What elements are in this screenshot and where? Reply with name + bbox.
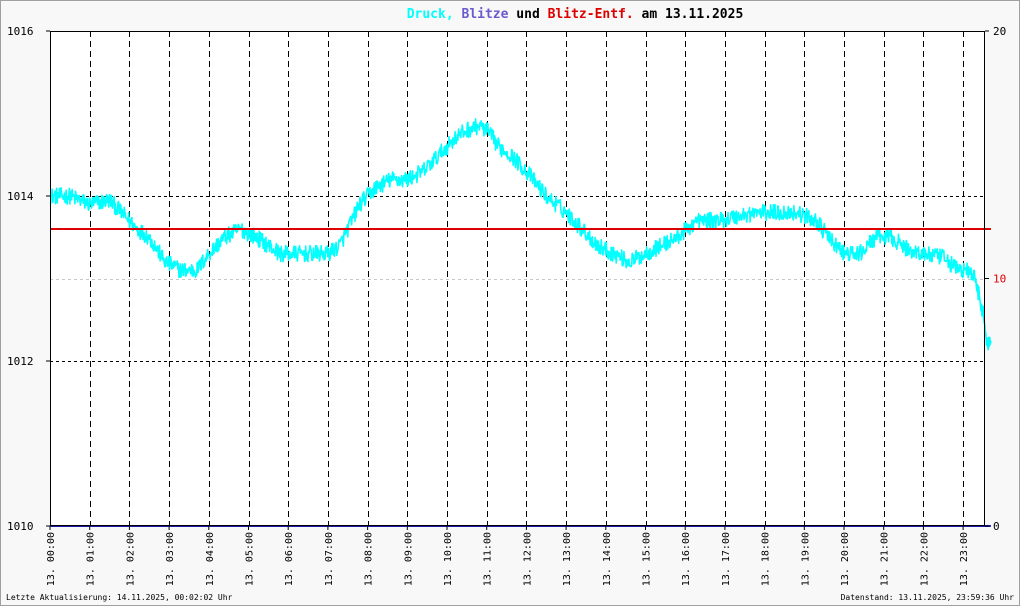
x-tick-label: 13. 13:00	[562, 532, 573, 586]
x-tick-label: 13. 10:00	[443, 532, 454, 586]
y-right-tick-label: 20	[993, 25, 1006, 38]
title-part: Blitze	[454, 7, 509, 22]
y-left-tick-label: 1014	[7, 190, 34, 203]
x-tick-label: 13. 01:00	[86, 532, 97, 586]
x-tick-label: 13. 06:00	[284, 532, 295, 586]
x-tick-label: 13. 08:00	[364, 532, 375, 586]
x-tick-label: 13. 03:00	[165, 532, 176, 586]
plot-border	[50, 31, 985, 526]
series-line-0	[49, 118, 992, 351]
x-tick-label: 13. 20:00	[840, 532, 851, 586]
x-tick-label: 13. 19:00	[800, 532, 811, 586]
data-timestamp-note: Datenstand: 13.11.2025, 23:59:36 Uhr	[840, 593, 1014, 602]
title-part: am 13.11.2025	[634, 7, 744, 22]
y-left-tick-label: 1010	[7, 520, 34, 533]
x-tick-label: 13. 22:00	[919, 532, 930, 586]
y-left-tick-label: 1012	[7, 355, 34, 368]
x-tick-label: 13. 02:00	[125, 532, 136, 586]
x-tick-label: 13. 07:00	[324, 532, 335, 586]
y-right-tick-label: 10	[993, 273, 1006, 286]
x-tick-label: 13. 14:00	[602, 532, 613, 586]
x-tick-label: 13. 23:00	[959, 532, 970, 586]
title-part: Druck,	[407, 7, 454, 22]
y-right-tick-label: 0	[993, 520, 1000, 533]
last-update-note: Letzte Aktualisierung: 14.11.2025, 00:02…	[6, 593, 233, 602]
x-tick-label: 13. 00:00	[46, 532, 57, 586]
x-tick-label: 13. 21:00	[880, 532, 891, 586]
title-part: Blitz-Entf.	[540, 7, 634, 22]
x-tick-label: 13. 12:00	[522, 532, 533, 586]
x-tick-label: 13. 16:00	[681, 532, 692, 586]
x-tick-label: 13. 04:00	[205, 532, 216, 586]
x-tick-label: 13. 18:00	[761, 532, 772, 586]
chart-title: Druck, Blitze und Blitz-Entf. am 13.11.2…	[407, 7, 744, 22]
x-tick-label: 13. 15:00	[642, 532, 653, 586]
x-tick-label: 13. 05:00	[245, 532, 256, 586]
plot-area	[50, 31, 985, 526]
x-tick-label: 13. 11:00	[483, 532, 494, 586]
x-tick-label: 13. 17:00	[721, 532, 732, 586]
title-part: und	[508, 7, 539, 22]
y-left-tick-label: 1016	[7, 25, 34, 38]
x-tick-label: 13. 09:00	[403, 532, 414, 586]
